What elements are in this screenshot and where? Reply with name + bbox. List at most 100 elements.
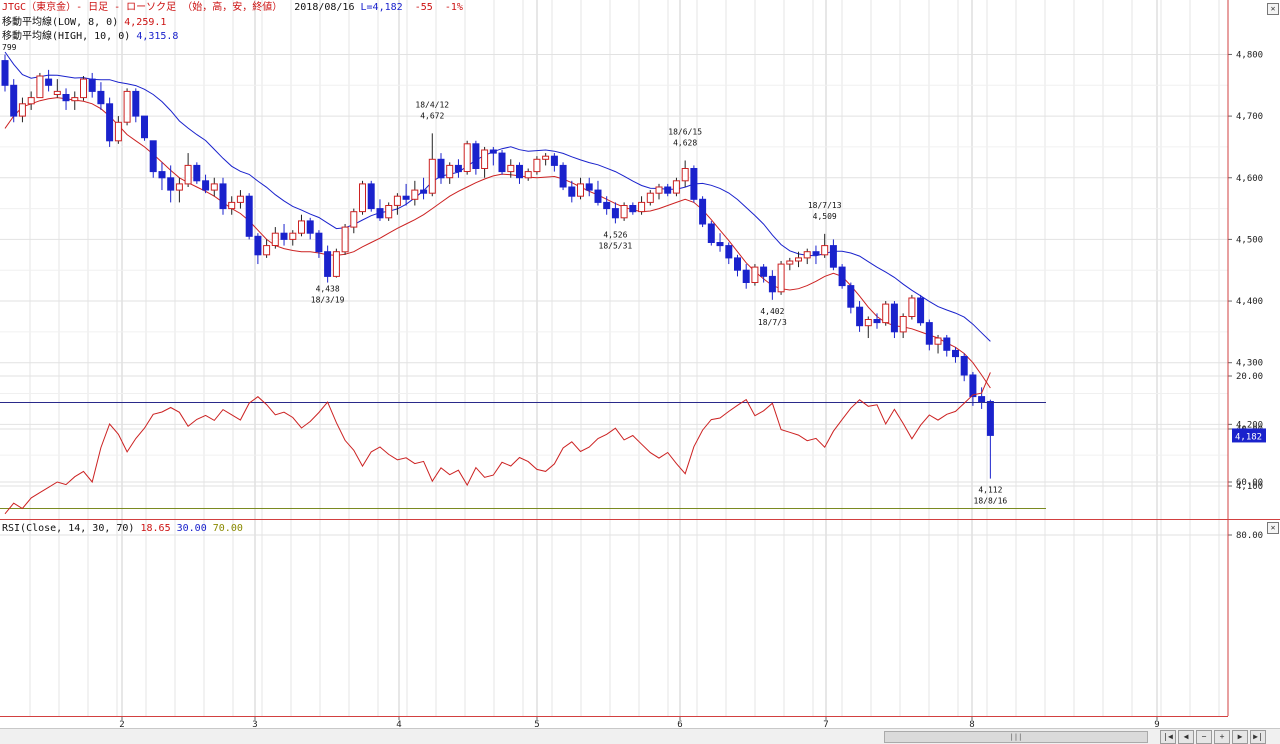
rsi-low-level: 30.00 <box>176 523 207 534</box>
candle-up <box>228 201 236 210</box>
annotation-price: 4,672 <box>420 111 444 120</box>
ma-low-value: 4,259.1 <box>124 17 167 28</box>
candle-up <box>359 183 366 213</box>
ma-high-legend: 移動平均線(HIGH, 10, 0) 4,315.8 <box>2 31 178 43</box>
annotation-price: 4,628 <box>673 138 697 147</box>
candle-down <box>193 164 201 182</box>
candle-down <box>306 220 314 234</box>
price-axis-label: 4,600 <box>1236 174 1263 184</box>
candle-up <box>114 121 122 142</box>
scroll-first-icon[interactable]: |◀ <box>1160 730 1176 744</box>
candle-down <box>167 177 175 191</box>
zoom-out-icon[interactable]: − <box>1196 730 1212 744</box>
candle-down <box>245 195 253 237</box>
scrollbar-thumb[interactable]: ||| <box>884 731 1148 743</box>
candle-down <box>585 183 593 191</box>
candle-up <box>210 183 218 191</box>
annotation-date: 18/8/16 <box>974 497 1008 506</box>
zoom-in-icon[interactable]: + <box>1214 730 1230 744</box>
candle-down <box>132 90 140 117</box>
close-rsi-icon[interactable]: ✕ <box>1267 522 1279 534</box>
candle-up <box>27 97 35 105</box>
candle-up <box>271 232 279 246</box>
ma-low-legend: 移動平均線(LOW, 8, 0) 4,259.1 <box>2 17 166 29</box>
candle-up <box>481 149 489 169</box>
price-change-pct: -1% <box>444 2 463 13</box>
annotation-price: 4,112 <box>978 486 1002 495</box>
candle-up <box>80 78 87 99</box>
candle-up <box>899 316 907 333</box>
candle-down <box>978 396 986 403</box>
candle-down <box>45 78 53 86</box>
candle-up <box>123 90 131 123</box>
annotation-date: 18/6/15 <box>668 127 702 136</box>
candle-up <box>350 211 358 228</box>
rsi-label: RSI(Close, 14, 30, 70) <box>2 523 135 534</box>
price-axis-label: 4,100 <box>1236 482 1263 492</box>
ma-low-label: 移動平均線(LOW, 8, 0) <box>2 17 119 28</box>
close-panel-icon[interactable]: ✕ <box>1267 3 1279 15</box>
candle-up <box>751 266 759 284</box>
candle-up <box>795 257 802 262</box>
candle-up <box>71 97 79 102</box>
candle-down <box>716 242 724 247</box>
candle-down <box>472 143 480 170</box>
candle-up <box>18 103 26 117</box>
candle-down <box>917 297 925 324</box>
candle-down <box>734 257 741 271</box>
candle-down <box>603 201 611 210</box>
annotation-date: 18/7/3 <box>758 318 787 327</box>
cut-price-label: 799 <box>2 43 17 52</box>
scroll-last-icon[interactable]: ▶| <box>1250 730 1266 744</box>
rsi-legend: RSI(Close, 14, 30, 70) 18.65 30.00 70.00 <box>2 523 243 535</box>
candle-down <box>594 189 602 203</box>
candle-down <box>62 94 70 102</box>
candle-down <box>498 152 506 173</box>
candle-up <box>332 251 340 277</box>
rsi-axis-label: 80.00 <box>1236 531 1263 541</box>
price-annotations: 4,438 18/3/19 18/4/12 4,672 4,526 18/5/31 18/6… <box>311 100 1008 505</box>
last-price-label: L=4,182 <box>360 2 403 13</box>
candle-down <box>254 235 262 256</box>
annotation-price: 4,402 <box>760 307 784 316</box>
scroll-right-icon[interactable]: ▶ <box>1232 730 1248 744</box>
rsi-high-level: 70.00 <box>212 523 243 534</box>
scroll-left-icon[interactable]: ◀ <box>1178 730 1194 744</box>
candle-down <box>699 198 707 225</box>
candle-up <box>385 205 393 219</box>
candlesticks <box>1 54 994 479</box>
panel-frames <box>0 0 1280 717</box>
month-label: 4 <box>396 720 401 730</box>
candle-down <box>611 208 619 219</box>
horizontal-scrollbar[interactable]: ||| |◀ ◀ − + ▶ ▶| <box>0 728 1280 744</box>
header-date: 2018/08/16 <box>294 2 355 13</box>
month-label: 5 <box>534 720 539 730</box>
candle-down <box>420 189 428 194</box>
candle-down <box>943 337 951 351</box>
annotation-price: 4,509 <box>813 212 837 221</box>
candle-down <box>158 171 166 179</box>
candle-down <box>925 322 933 345</box>
candle-down <box>402 195 410 200</box>
candle-up <box>786 260 794 265</box>
candle-up <box>236 195 244 203</box>
candle-down <box>847 285 855 308</box>
candle-down <box>88 78 96 92</box>
candle-down <box>315 232 323 253</box>
candle-down <box>838 266 846 287</box>
candle-up <box>655 186 663 194</box>
candle-up <box>36 75 44 99</box>
candle-down <box>550 155 558 166</box>
ma-low-line <box>4 97 991 389</box>
rsi-panel <box>0 372 1046 515</box>
month-label: 2 <box>119 720 124 730</box>
candle-down <box>812 251 820 256</box>
candle-down <box>367 183 375 210</box>
candle-up <box>542 155 550 160</box>
candle-up <box>646 192 654 203</box>
candle-up <box>175 183 183 191</box>
candle-down <box>376 208 384 219</box>
candle-down <box>952 349 959 358</box>
month-label: 6 <box>677 720 682 730</box>
